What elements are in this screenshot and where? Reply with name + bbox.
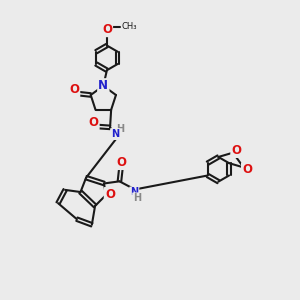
Text: N: N bbox=[111, 129, 119, 139]
Text: CH₃: CH₃ bbox=[122, 22, 137, 31]
Text: H: H bbox=[116, 124, 124, 134]
Text: H: H bbox=[133, 194, 141, 203]
Text: O: O bbox=[105, 188, 115, 201]
Text: O: O bbox=[102, 23, 112, 36]
Text: O: O bbox=[88, 116, 98, 129]
Text: O: O bbox=[232, 144, 242, 157]
Text: N: N bbox=[130, 188, 138, 197]
Text: O: O bbox=[117, 156, 127, 169]
Text: N: N bbox=[98, 79, 108, 92]
Text: O: O bbox=[242, 163, 252, 176]
Text: O: O bbox=[69, 83, 79, 96]
